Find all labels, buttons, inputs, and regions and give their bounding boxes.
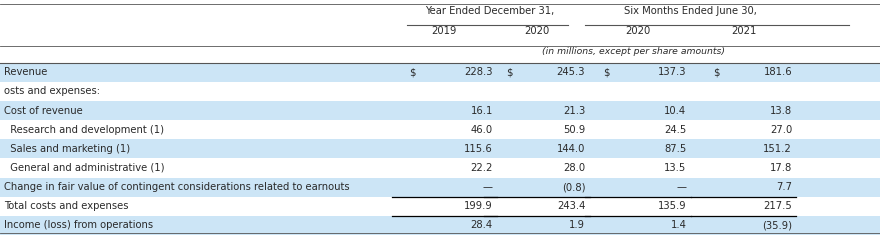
Text: 87.5: 87.5 xyxy=(664,144,686,154)
Text: 2019: 2019 xyxy=(432,26,457,36)
Text: 1.4: 1.4 xyxy=(671,221,686,230)
Text: Research and development (1): Research and development (1) xyxy=(4,125,165,135)
Text: 1.9: 1.9 xyxy=(569,221,585,230)
Text: 115.6: 115.6 xyxy=(464,144,493,154)
Text: —: — xyxy=(483,182,493,192)
Text: Six Months Ended June 30,: Six Months Ended June 30, xyxy=(625,6,757,16)
Text: (in millions, except per share amounts): (in millions, except per share amounts) xyxy=(542,47,725,56)
Text: —: — xyxy=(677,182,686,192)
Text: 151.2: 151.2 xyxy=(763,144,792,154)
Text: osts and expenses:: osts and expenses: xyxy=(4,86,100,96)
Text: 21.3: 21.3 xyxy=(563,106,585,115)
Text: (35.9): (35.9) xyxy=(762,221,792,230)
Text: 27.0: 27.0 xyxy=(770,125,792,135)
Text: 13.5: 13.5 xyxy=(664,163,686,173)
Text: 137.3: 137.3 xyxy=(658,67,686,77)
Text: 228.3: 228.3 xyxy=(465,67,493,77)
Text: 24.5: 24.5 xyxy=(664,125,686,135)
Bar xyxy=(0,178,880,197)
Text: 2020: 2020 xyxy=(524,26,549,36)
Bar xyxy=(0,63,880,82)
Text: 181.6: 181.6 xyxy=(763,67,792,77)
Text: 217.5: 217.5 xyxy=(763,201,792,211)
Text: 10.4: 10.4 xyxy=(664,106,686,115)
Text: 243.4: 243.4 xyxy=(557,201,585,211)
Text: Change in fair value of contingent considerations related to earnouts: Change in fair value of contingent consi… xyxy=(4,182,350,192)
Text: Cost of revenue: Cost of revenue xyxy=(4,106,83,115)
Text: Total costs and expenses: Total costs and expenses xyxy=(4,201,128,211)
Text: 7.7: 7.7 xyxy=(776,182,792,192)
Text: General and administrative (1): General and administrative (1) xyxy=(4,163,165,173)
Text: 135.9: 135.9 xyxy=(657,201,686,211)
Text: 144.0: 144.0 xyxy=(557,144,585,154)
Text: 46.0: 46.0 xyxy=(471,125,493,135)
Text: 22.2: 22.2 xyxy=(471,163,493,173)
Text: 245.3: 245.3 xyxy=(557,67,585,77)
Text: $: $ xyxy=(713,67,719,77)
Text: 13.8: 13.8 xyxy=(770,106,792,115)
Text: 50.9: 50.9 xyxy=(563,125,585,135)
Text: $: $ xyxy=(603,67,609,77)
Text: 28.0: 28.0 xyxy=(563,163,585,173)
Text: $: $ xyxy=(506,67,512,77)
Text: 199.9: 199.9 xyxy=(464,201,493,211)
Text: $: $ xyxy=(409,67,415,77)
Text: Year Ended December 31,: Year Ended December 31, xyxy=(426,6,554,16)
Bar xyxy=(0,139,880,158)
Text: 2021: 2021 xyxy=(731,26,756,36)
Bar xyxy=(0,101,880,120)
Text: 2020: 2020 xyxy=(626,26,650,36)
Text: 16.1: 16.1 xyxy=(471,106,493,115)
Text: 17.8: 17.8 xyxy=(770,163,792,173)
Text: Revenue: Revenue xyxy=(4,67,48,77)
Bar xyxy=(0,216,880,235)
Text: Sales and marketing (1): Sales and marketing (1) xyxy=(4,144,130,154)
Text: (0.8): (0.8) xyxy=(561,182,585,192)
Text: Income (loss) from operations: Income (loss) from operations xyxy=(4,221,153,230)
Text: 28.4: 28.4 xyxy=(471,221,493,230)
